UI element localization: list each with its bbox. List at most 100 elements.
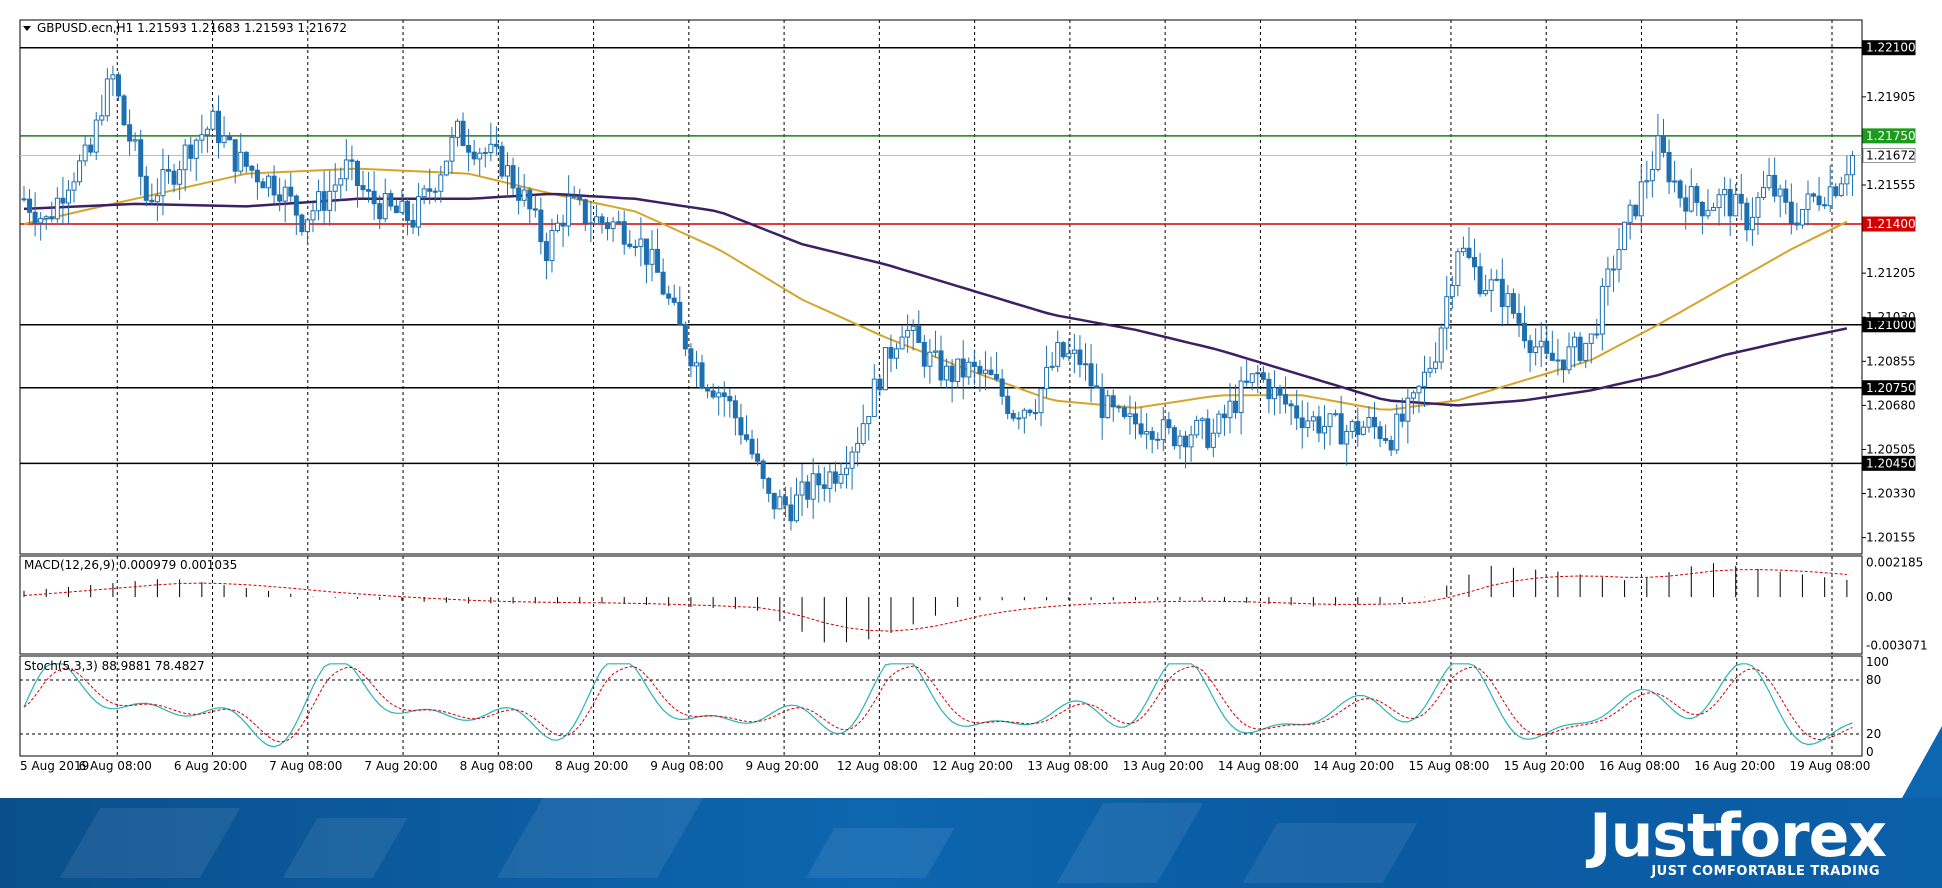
candle-body <box>27 198 33 213</box>
candle-body <box>460 120 466 146</box>
candle-body <box>777 496 783 510</box>
candle-body <box>755 453 761 462</box>
candle-body <box>1333 413 1339 416</box>
candle-body <box>488 143 494 153</box>
candle-body <box>1099 387 1105 419</box>
candle-body <box>1622 221 1628 251</box>
candle-body <box>1788 201 1794 224</box>
candle-body <box>238 151 244 172</box>
candle-body <box>1705 209 1711 217</box>
candle-body <box>682 323 688 350</box>
price-axis: 1.22100 1.21750 1.21672 1.21400 1.21000 1.207… <box>1862 40 1928 759</box>
candle-body <box>1733 193 1739 217</box>
candle-body <box>1455 251 1461 287</box>
candle-body <box>249 165 255 171</box>
candle-body <box>410 219 416 228</box>
candle-body <box>982 369 988 374</box>
candle-body <box>1722 188 1728 196</box>
candle-body <box>371 190 377 205</box>
candle-body <box>1177 435 1183 447</box>
candle-body <box>655 248 661 273</box>
candle-body <box>1060 342 1066 358</box>
candle-body <box>860 423 866 444</box>
candle-body <box>432 190 438 193</box>
candle-body <box>1044 366 1050 390</box>
x-tick-label: 15 Aug 20:00 <box>1504 759 1585 773</box>
candle-body <box>938 350 944 381</box>
candle-body <box>844 467 850 475</box>
level-tag-label: 1.21750 <box>1866 129 1916 143</box>
x-tick-label: 19 Aug 08:00 <box>1790 759 1871 773</box>
y-tick-label: 1.20330 <box>1866 487 1916 501</box>
candle-body <box>1699 201 1705 217</box>
candle-body <box>449 136 455 162</box>
candle-body <box>115 74 121 97</box>
candle-body <box>588 222 594 225</box>
candle-body <box>282 186 288 202</box>
candle-body <box>1021 409 1027 419</box>
candle-body <box>1160 419 1166 441</box>
candle-body <box>210 110 216 130</box>
candle-body <box>999 378 1005 397</box>
candle-body <box>382 192 388 220</box>
candle-body <box>1483 290 1489 295</box>
candle-body <box>277 194 283 202</box>
candle-body <box>304 219 310 233</box>
candle-body <box>499 145 505 177</box>
candle-body <box>1038 388 1044 414</box>
candle-body <box>1438 327 1444 363</box>
x-tick-label: 14 Aug 08:00 <box>1218 759 1299 773</box>
candle-body <box>443 160 449 176</box>
candle-body <box>1399 413 1405 422</box>
candle-body <box>794 494 800 522</box>
candle-body <box>1260 372 1266 380</box>
candle-body <box>766 477 772 494</box>
candle-body <box>77 160 83 183</box>
candle-body <box>716 392 722 398</box>
candle-body <box>1249 373 1255 383</box>
candle-body <box>1499 278 1505 308</box>
macd-histogram <box>23 563 1848 643</box>
candle-body <box>1371 416 1377 428</box>
candle-body <box>204 128 210 136</box>
candle-body <box>1794 222 1800 226</box>
candle-body <box>1183 435 1189 448</box>
candle-body <box>905 329 911 338</box>
candle-body <box>810 473 816 500</box>
candle-body <box>377 203 383 220</box>
candle-body <box>1588 333 1594 344</box>
candle-body <box>1522 322 1528 342</box>
candle-body <box>1844 174 1850 185</box>
candle-body <box>721 392 727 398</box>
candle-body <box>960 358 966 378</box>
candle-body <box>1577 336 1583 361</box>
stoch-panel <box>19 655 1863 757</box>
candle-body <box>1772 174 1778 197</box>
candle-body <box>1688 186 1694 212</box>
candle-body <box>82 144 88 162</box>
triangle-down-icon[interactable] <box>23 26 31 31</box>
candle-body <box>549 230 555 262</box>
candle-body <box>165 169 171 172</box>
y-tick-label: 1.20505 <box>1866 442 1916 456</box>
candle-body <box>616 221 622 224</box>
candle-body <box>1677 180 1683 199</box>
candle-body <box>638 238 644 248</box>
candle-body <box>1727 188 1733 217</box>
candle-body <box>693 362 699 367</box>
candle-body <box>354 160 360 187</box>
candle-body <box>171 170 177 185</box>
candle-body <box>1105 395 1111 419</box>
candle-body <box>1294 405 1300 419</box>
candle-body <box>510 165 516 189</box>
chart-title: GBPUSD.ecn,H1 1.21593 1.21683 1.21593 1.… <box>37 21 347 35</box>
candle-body <box>782 496 788 506</box>
candle-body <box>882 346 888 391</box>
candle-body <box>438 174 444 192</box>
candle-body <box>1472 256 1478 268</box>
x-tick-label: 12 Aug 20:00 <box>932 759 1013 773</box>
candle-body <box>605 222 611 230</box>
candle-body <box>49 216 55 220</box>
candle-body <box>421 188 427 198</box>
candle-body <box>1527 340 1533 354</box>
